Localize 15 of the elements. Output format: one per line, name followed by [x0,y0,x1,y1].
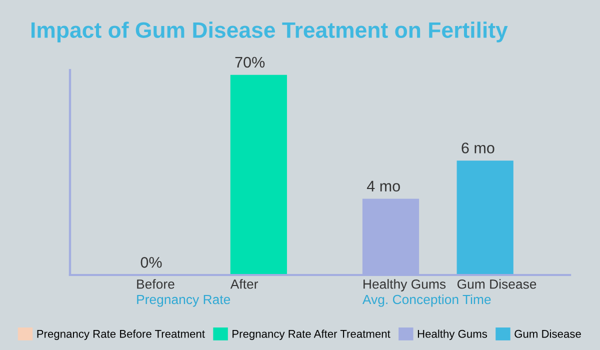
text: Pregnancy Rate [137,294,230,307]
data-label: 0% [140,256,162,268]
data-label: 4 mo [366,180,400,192]
legend-label: Healthy Gums [418,330,488,340]
data-label: 6 mo [462,142,494,154]
text: Avg. Conception Time [362,294,491,307]
x-tick-label: Before [137,279,174,289]
x-tick-label: Gum Disease [457,279,536,289]
x-tick-label: Healthy Gums [364,279,446,292]
legend-label: Pregnancy Rate After Treatment [232,330,390,340]
legend-label: Pregnancy Rate Before Treatment [37,330,205,340]
x-tick-label: After [230,279,258,289]
legend-label: Gum Disease [514,330,581,338]
data-label: 70% [235,56,265,68]
chart-title: Impact of Gum Disease Treatment on Fertility [31,22,508,42]
